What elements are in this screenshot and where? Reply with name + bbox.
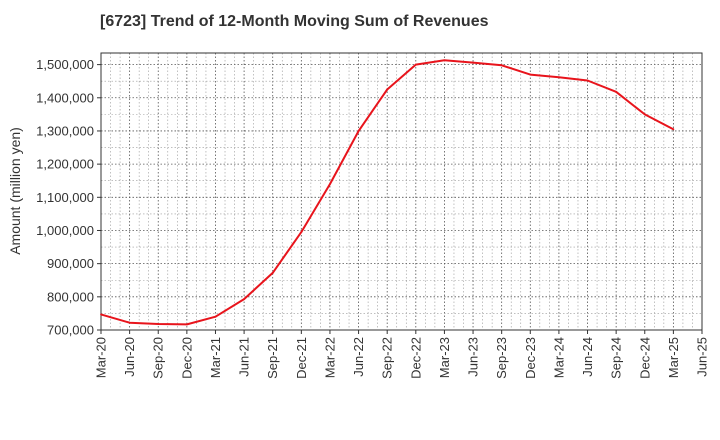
data-point [329, 183, 331, 185]
x-tick-label: Dec-22 [408, 337, 423, 379]
x-axis-ticks: Mar-20 Jun-20 Sep-20 Dec-20 Mar-21 Jun-21 Sep-… [94, 330, 710, 379]
x-tick-label: Jun-25 [695, 337, 710, 377]
y-tick-label: 800,000 [47, 289, 94, 304]
data-point [472, 61, 474, 64]
data-point [443, 59, 446, 62]
data-point [558, 76, 560, 79]
x-tick-label: Jun-23 [466, 337, 481, 377]
x-tick-label: Mar-24 [551, 337, 566, 378]
y-tick-label: 1,200,000 [36, 157, 94, 172]
plot-area-frame [100, 52, 703, 331]
data-point [128, 321, 131, 324]
x-tick-label: Dec-23 [523, 337, 538, 379]
data-point [672, 128, 675, 131]
data-point [500, 64, 503, 67]
data-point [157, 323, 160, 325]
y-tick-label: 700,000 [47, 323, 94, 338]
x-tick-label: Jun-21 [237, 337, 252, 377]
data-point [414, 63, 417, 66]
grid-lines [101, 53, 702, 330]
x-tick-label: Mar-22 [322, 337, 337, 378]
x-tick-label: Jun-22 [351, 337, 366, 377]
y-tick-label: 900,000 [47, 256, 94, 271]
x-tick-label: Jun-24 [580, 337, 595, 377]
data-point [615, 90, 618, 93]
data-point [214, 315, 217, 318]
y-tick-label: 1,500,000 [36, 57, 94, 72]
data-point [529, 73, 532, 76]
data-point [357, 130, 360, 132]
x-tick-label: Dec-24 [637, 337, 652, 379]
x-tick-label: Jun-20 [122, 337, 137, 377]
x-tick-label: Sep-20 [151, 337, 166, 379]
y-tick-label: 1,100,000 [36, 190, 94, 205]
x-tick-label: Sep-24 [609, 337, 624, 379]
data-point [586, 79, 589, 82]
data-point [386, 88, 389, 91]
data-point [243, 298, 245, 301]
x-tick-label: Sep-23 [494, 337, 509, 379]
y-axis-ticks: 700,000 800,000 900,000 1,000,000 1,100,000 1… [36, 57, 101, 338]
x-tick-label: Dec-21 [294, 337, 309, 379]
x-tick-label: Sep-21 [265, 337, 280, 379]
y-tick-label: 1,400,000 [36, 90, 94, 105]
data-point [643, 113, 646, 116]
x-tick-label: Mar-21 [208, 337, 223, 378]
x-tick-label: Mar-23 [437, 337, 452, 378]
y-tick-label: 1,000,000 [36, 223, 94, 238]
x-tick-label: Mar-25 [666, 337, 681, 378]
series-layer [100, 59, 675, 326]
data-point [100, 313, 102, 316]
chart-title: [6723] Trend of 12-Month Moving Sum of R… [100, 13, 489, 30]
x-tick-label: Mar-20 [94, 337, 109, 378]
data-point [300, 231, 303, 234]
data-point [185, 323, 188, 326]
y-tick-label: 1,300,000 [36, 123, 94, 138]
x-tick-label: Dec-20 [179, 337, 194, 379]
data-point [271, 272, 274, 274]
y-axis-label: Amount (million yen) [7, 127, 23, 255]
x-tick-label: Sep-22 [380, 337, 395, 379]
